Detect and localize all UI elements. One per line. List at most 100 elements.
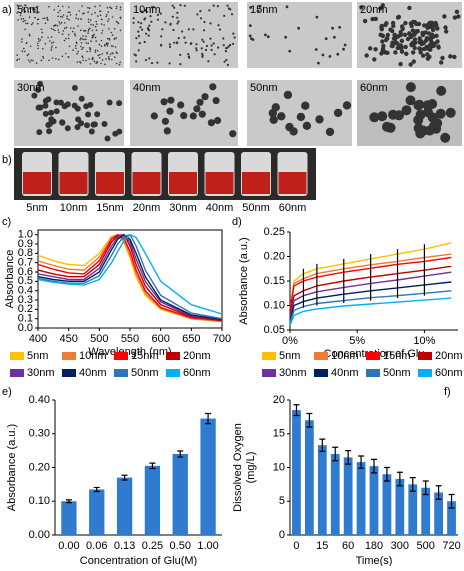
x-tick-label: 600 [151,333,169,345]
legend-swatch [114,369,128,377]
particle [413,123,424,134]
particle [106,53,108,55]
particle [342,47,345,51]
x-tick-label: 10% [413,335,435,347]
particle [107,42,109,45]
particle [42,110,49,117]
particle [177,37,180,40]
particle [39,39,42,41]
vial-liquid [278,172,307,194]
error-bar [332,446,339,462]
particle [109,6,111,8]
y-tick-label: 0.7 [18,257,33,269]
particle [161,28,164,31]
panel-label: c) [2,216,11,228]
particle [66,15,68,17]
bar [89,489,105,535]
particle [78,95,85,102]
y-tick-label: 0.3 [18,294,33,306]
particle [36,129,43,136]
legend-label: 20nm [435,350,463,362]
particle [210,44,213,47]
particle [176,16,179,19]
particle [115,37,118,39]
particle [302,121,312,130]
vial-liquid [169,172,197,194]
particle [403,44,408,50]
particle [338,26,342,29]
legend-label: 60nm [435,367,463,379]
particle [75,45,77,47]
particle [46,16,48,19]
particle [177,101,185,109]
particle [198,110,206,118]
particle [36,5,39,8]
particle [328,55,332,58]
particle [80,37,82,39]
particle [176,11,179,14]
bar [61,501,77,535]
particle [180,112,188,120]
particle [94,36,97,39]
particle [111,52,113,54]
tem-label: 20nm [360,4,388,16]
particle [359,5,364,10]
particle [119,8,122,11]
particle [103,24,105,26]
particle [89,48,91,50]
particle [34,11,36,13]
particle [116,21,119,24]
particle [427,112,438,123]
particle [68,45,71,48]
legend-swatch [10,352,24,360]
y-tick-label: 0.40 [29,394,50,406]
tem-label: 60nm [360,82,388,94]
particle [89,50,91,53]
vial-liquid [23,172,51,194]
y-axis-label: Absorbance [4,250,16,309]
particle [201,93,209,101]
particle [99,10,102,13]
y-tick-label: 0.20 [29,461,50,473]
particle [54,29,56,32]
particle [34,16,36,19]
particle [79,38,81,41]
particle [32,22,34,24]
y-tick-label: 0.05 [264,324,285,336]
particle [223,60,226,63]
particle [47,36,49,39]
particle [32,8,34,11]
error-bar [448,493,455,509]
particle [148,57,151,60]
particle [209,22,212,25]
particle [172,28,175,32]
particle [78,10,80,12]
particle [156,18,159,21]
legend-label: 40nm [79,367,107,379]
particle [331,26,334,30]
particle [111,16,114,18]
panel-label: d) [232,216,242,228]
particle [324,37,328,41]
error-bar [422,480,429,496]
error-bar [149,462,156,470]
particle [57,11,60,14]
particle [132,21,135,24]
particle [74,33,76,35]
y-tick-label: 0.1 [18,313,33,325]
particle [168,62,171,65]
particle [166,107,174,115]
particle [71,84,78,91]
particle [104,63,106,66]
particle [378,6,383,11]
particle [226,4,229,7]
particle [168,43,171,46]
particle [258,5,262,8]
particle [401,105,412,116]
vial-liquid [96,172,124,194]
particle [91,29,94,32]
bar [395,478,405,535]
particle [133,53,136,56]
particle [96,23,98,25]
particle [168,45,172,49]
